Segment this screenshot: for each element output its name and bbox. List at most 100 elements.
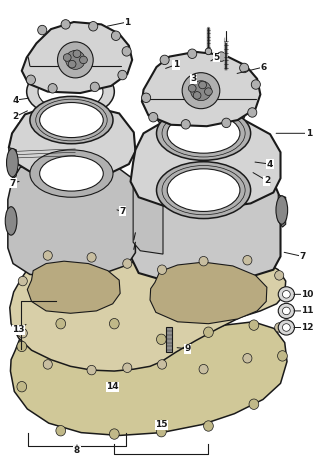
Ellipse shape [87, 365, 96, 375]
Ellipse shape [199, 364, 208, 374]
Text: 4: 4 [267, 160, 273, 169]
Ellipse shape [203, 421, 213, 431]
Ellipse shape [61, 19, 70, 29]
Ellipse shape [277, 351, 287, 361]
Ellipse shape [243, 256, 252, 265]
Ellipse shape [282, 323, 290, 331]
Ellipse shape [199, 256, 208, 266]
Ellipse shape [188, 49, 197, 58]
Ellipse shape [282, 291, 290, 298]
Ellipse shape [251, 80, 260, 89]
Ellipse shape [249, 320, 259, 330]
Ellipse shape [181, 120, 190, 129]
Ellipse shape [43, 360, 52, 369]
Ellipse shape [249, 399, 259, 409]
Ellipse shape [199, 81, 206, 89]
Bar [166, 327, 172, 352]
Ellipse shape [167, 114, 240, 153]
Ellipse shape [110, 429, 119, 439]
Text: 10: 10 [301, 290, 314, 299]
Ellipse shape [191, 81, 211, 101]
Polygon shape [8, 162, 135, 276]
Ellipse shape [5, 207, 17, 235]
Polygon shape [133, 162, 163, 254]
Ellipse shape [89, 21, 98, 31]
Ellipse shape [167, 169, 240, 211]
Ellipse shape [282, 307, 290, 315]
Text: 3: 3 [191, 75, 197, 83]
Ellipse shape [204, 88, 212, 95]
Ellipse shape [156, 162, 251, 218]
Text: 13: 13 [12, 325, 25, 334]
Polygon shape [130, 162, 280, 283]
Ellipse shape [149, 113, 158, 122]
Ellipse shape [167, 93, 234, 131]
Ellipse shape [90, 82, 99, 92]
Ellipse shape [68, 60, 76, 68]
Ellipse shape [38, 25, 47, 35]
Text: 5: 5 [214, 53, 220, 62]
Ellipse shape [278, 320, 294, 335]
Ellipse shape [111, 31, 121, 40]
Ellipse shape [30, 150, 113, 197]
Ellipse shape [193, 92, 201, 99]
Ellipse shape [248, 108, 257, 117]
Ellipse shape [156, 334, 166, 344]
Ellipse shape [123, 259, 132, 268]
Ellipse shape [18, 328, 27, 338]
Ellipse shape [278, 287, 294, 302]
Ellipse shape [30, 96, 113, 144]
Text: 1: 1 [306, 129, 312, 138]
Ellipse shape [222, 118, 231, 128]
Polygon shape [9, 106, 135, 177]
Text: 15: 15 [155, 420, 168, 429]
Ellipse shape [17, 381, 27, 392]
Ellipse shape [182, 73, 220, 109]
Text: 1: 1 [173, 60, 179, 69]
Text: 4: 4 [12, 95, 19, 104]
Ellipse shape [205, 48, 212, 55]
Ellipse shape [160, 55, 169, 65]
Ellipse shape [87, 253, 96, 262]
Text: 1: 1 [124, 18, 130, 27]
Polygon shape [10, 256, 286, 371]
Ellipse shape [26, 75, 36, 85]
Ellipse shape [240, 63, 249, 73]
Text: 7: 7 [299, 252, 306, 261]
Ellipse shape [66, 50, 85, 69]
Text: 2: 2 [12, 112, 19, 121]
Text: 8: 8 [74, 446, 80, 455]
Ellipse shape [243, 353, 252, 363]
Ellipse shape [122, 47, 131, 56]
Ellipse shape [43, 251, 52, 260]
Ellipse shape [156, 86, 245, 138]
Ellipse shape [48, 84, 57, 93]
Ellipse shape [156, 427, 166, 437]
Ellipse shape [17, 341, 27, 352]
Text: 14: 14 [106, 382, 119, 391]
Polygon shape [10, 319, 287, 436]
Ellipse shape [57, 42, 93, 78]
Ellipse shape [275, 271, 284, 280]
Ellipse shape [156, 106, 251, 160]
Ellipse shape [7, 149, 18, 177]
Ellipse shape [18, 276, 27, 286]
Ellipse shape [40, 103, 103, 138]
Ellipse shape [56, 319, 66, 329]
Ellipse shape [188, 85, 196, 92]
Ellipse shape [157, 360, 167, 369]
Ellipse shape [73, 50, 81, 57]
Ellipse shape [118, 70, 127, 80]
Ellipse shape [203, 327, 213, 337]
Polygon shape [150, 262, 267, 323]
Text: 7: 7 [10, 179, 16, 188]
Ellipse shape [110, 319, 119, 329]
Ellipse shape [278, 304, 294, 319]
Text: 2: 2 [264, 176, 270, 185]
Polygon shape [9, 148, 16, 178]
Ellipse shape [38, 73, 103, 111]
Ellipse shape [123, 363, 132, 372]
Ellipse shape [56, 426, 66, 436]
Polygon shape [278, 195, 286, 227]
Ellipse shape [80, 56, 87, 64]
